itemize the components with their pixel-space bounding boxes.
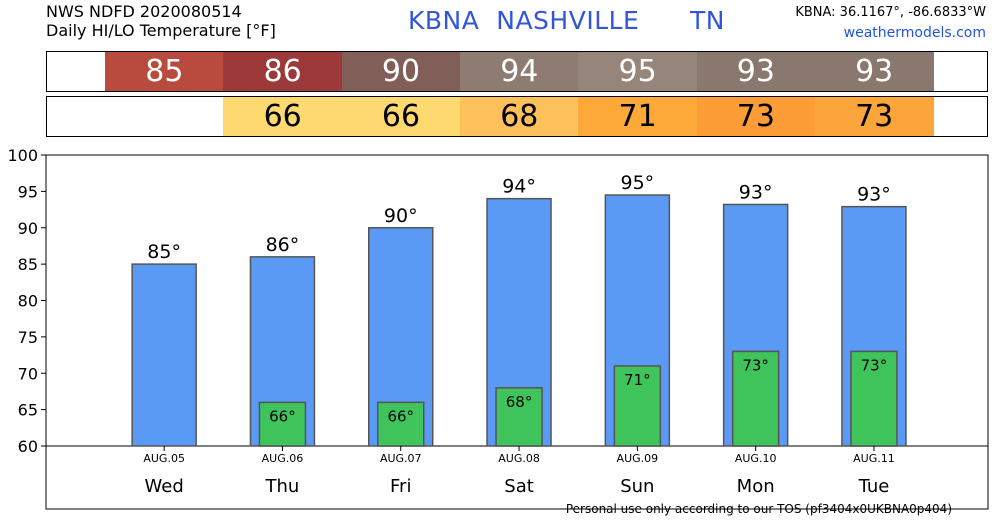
lo-cell: 71 (578, 97, 697, 136)
day-tick-label: Wed (145, 476, 184, 497)
plot-frame (45, 154, 989, 510)
day-tick-label: Sat (504, 476, 534, 497)
chart-title: Daily HI/LO Temperature [°F] (46, 21, 276, 40)
lo-bar (850, 350, 898, 447)
y-tick-label: 75 (18, 328, 38, 347)
hi-cell: 94 (459, 52, 579, 91)
lo-data-label: 68° (506, 393, 533, 411)
y-tick-label: 70 (18, 364, 38, 383)
y-tick-label: 65 (18, 401, 38, 420)
lo-data-label: 66° (269, 407, 296, 425)
model-run-label: NWS NDFD 2020080514 (46, 2, 242, 21)
y-tick-label: 60 (18, 437, 38, 456)
date-tick-label: AUG.10 (735, 452, 777, 465)
station-label: KBNA NASHVILLE TN (408, 6, 725, 35)
day-tick-label: Mon (737, 476, 775, 497)
y-tick-label: 85 (18, 255, 38, 274)
hi-temperature-strip: 85 86 90 94 95 93 93 (46, 51, 988, 92)
date-tick-label: AUG.05 (143, 452, 185, 465)
hi-data-label: 90° (384, 205, 418, 227)
hi-bar (131, 263, 197, 447)
hi-data-label: 93° (739, 181, 773, 203)
lo-cell: 66 (223, 97, 343, 136)
hi-cell: 93 (696, 52, 816, 91)
footer-note: Personal use only according to our TOS (… (565, 502, 952, 516)
day-tick-label: Thu (265, 476, 300, 497)
hi-data-label: 85° (147, 241, 181, 263)
date-tick-label: AUG.08 (498, 452, 540, 465)
lo-bar (377, 401, 425, 447)
day-tick-label: Sun (620, 476, 654, 497)
hi-data-label: 93° (857, 184, 891, 206)
hi-cell: 95 (578, 52, 697, 91)
hi-cell: 85 (105, 52, 224, 91)
coordinates-label: KBNA: 36.1167°, -86.6833°W (795, 5, 986, 20)
hi-data-label: 94° (502, 176, 536, 198)
date-tick-label: AUG.06 (262, 452, 304, 465)
date-tick-label: AUG.07 (380, 452, 422, 465)
lo-data-label: 71° (624, 371, 651, 389)
site-link[interactable]: weathermodels.com (843, 25, 986, 41)
hi-cell: 86 (223, 52, 343, 91)
day-tick-label: Tue (858, 476, 890, 497)
lo-bar (731, 350, 780, 447)
lo-data-label: 73° (861, 356, 888, 374)
chart-header: NWS NDFD 2020080514 Daily HI/LO Temperat… (46, 2, 276, 40)
y-tick-label: 100 (7, 146, 38, 165)
date-tick-label: AUG.09 (617, 452, 659, 465)
hi-cell: 93 (814, 52, 934, 91)
lo-bar (613, 365, 662, 447)
lo-cell: 68 (459, 97, 579, 136)
lo-data-label: 73° (742, 356, 769, 374)
lo-data-label: 66° (387, 407, 414, 425)
y-tick-label: 80 (18, 292, 38, 311)
y-tick-label: 95 (18, 182, 38, 201)
lo-cell: 73 (814, 97, 934, 136)
date-tick-label: AUG.11 (853, 452, 895, 465)
hi-data-label: 86° (266, 234, 300, 256)
hi-data-label: 95° (621, 172, 655, 194)
y-tick-label: 90 (18, 219, 38, 238)
lo-cell: 66 (341, 97, 461, 136)
lo-cell: 73 (696, 97, 816, 136)
day-tick-label: Fri (390, 476, 411, 497)
station-info: KBNA: 36.1167°, -86.6833°W weathermodels… (795, 3, 986, 43)
lo-temperature-strip: 66 66 68 71 73 73 (46, 96, 988, 137)
hi-cell: 90 (341, 52, 461, 91)
